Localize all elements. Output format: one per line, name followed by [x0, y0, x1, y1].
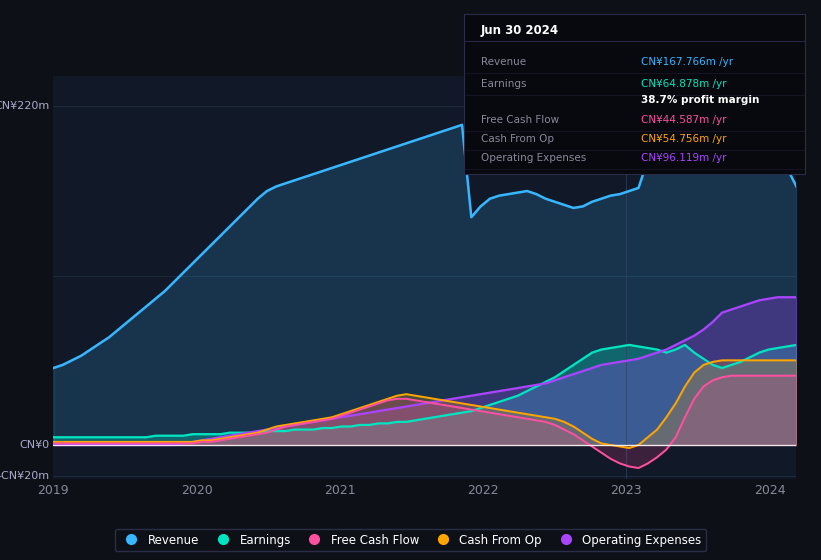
Text: CN¥54.756m /yr: CN¥54.756m /yr: [641, 134, 727, 144]
Text: CN¥64.878m /yr: CN¥64.878m /yr: [641, 80, 727, 90]
Text: CN¥220m: CN¥220m: [0, 101, 49, 111]
Text: Jun 30 2024: Jun 30 2024: [481, 24, 559, 36]
Text: CN¥96.119m /yr: CN¥96.119m /yr: [641, 153, 727, 163]
Text: CN¥167.766m /yr: CN¥167.766m /yr: [641, 57, 733, 67]
Text: Free Cash Flow: Free Cash Flow: [481, 115, 559, 124]
Text: Earnings: Earnings: [481, 80, 526, 90]
Text: -CN¥20m: -CN¥20m: [0, 471, 49, 480]
Text: Operating Expenses: Operating Expenses: [481, 153, 586, 163]
Text: CN¥44.587m /yr: CN¥44.587m /yr: [641, 115, 727, 124]
Text: Cash From Op: Cash From Op: [481, 134, 554, 144]
Legend: Revenue, Earnings, Free Cash Flow, Cash From Op, Operating Expenses: Revenue, Earnings, Free Cash Flow, Cash …: [115, 529, 706, 551]
Text: 38.7% profit margin: 38.7% profit margin: [641, 95, 759, 105]
Text: CN¥0: CN¥0: [20, 440, 49, 450]
Text: Revenue: Revenue: [481, 57, 526, 67]
